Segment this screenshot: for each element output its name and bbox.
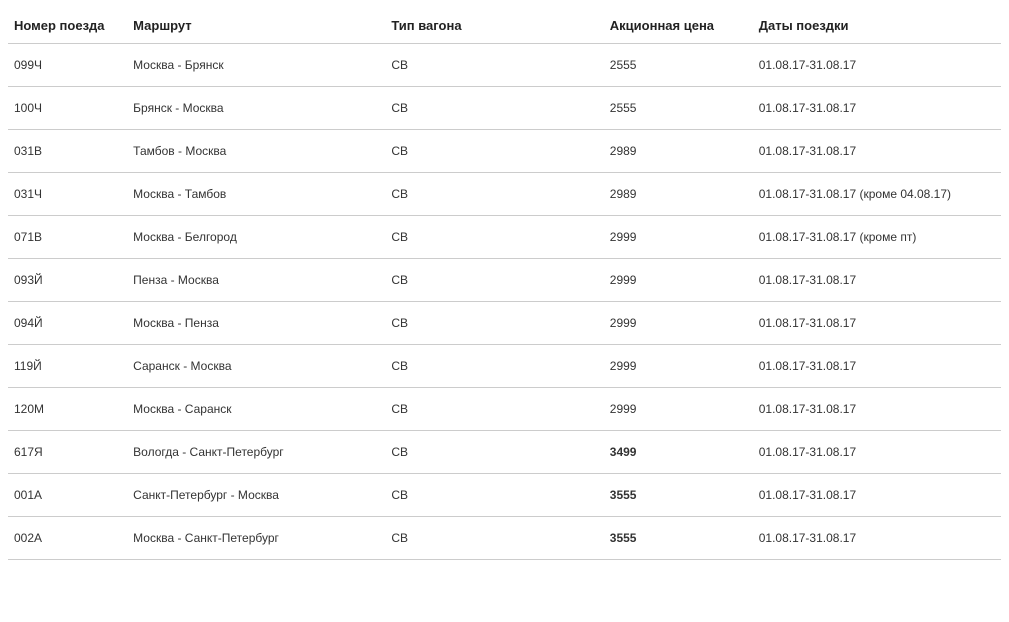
table-row: 071ВМосква - БелгородСВ299901.08.17-31.0… xyxy=(8,216,1001,259)
cell-price: 2555 xyxy=(604,87,753,130)
table-row: 120ММосква - СаранскСВ299901.08.17-31.08… xyxy=(8,388,1001,431)
cell-route: Брянск - Москва xyxy=(127,87,385,130)
cell-route: Пенза - Москва xyxy=(127,259,385,302)
table-row: 031ЧМосква - ТамбовСВ298901.08.17-31.08.… xyxy=(8,173,1001,216)
cell-price: 2999 xyxy=(604,388,753,431)
cell-travel-dates: 01.08.17-31.08.17 xyxy=(753,517,1001,560)
cell-route: Москва - Белгород xyxy=(127,216,385,259)
cell-price: 2999 xyxy=(604,345,753,388)
cell-route: Саранск - Москва xyxy=(127,345,385,388)
cell-route: Москва - Саранск xyxy=(127,388,385,431)
cell-price: 2999 xyxy=(604,259,753,302)
cell-route: Тамбов - Москва xyxy=(127,130,385,173)
cell-travel-dates: 01.08.17-31.08.17 xyxy=(753,44,1001,87)
cell-travel-dates: 01.08.17-31.08.17 (кроме пт) xyxy=(753,216,1001,259)
cell-travel-dates: 01.08.17-31.08.17 xyxy=(753,259,1001,302)
cell-travel-dates: 01.08.17-31.08.17 xyxy=(753,130,1001,173)
cell-train-number: 120М xyxy=(8,388,127,431)
cell-wagon-type: СВ xyxy=(385,87,603,130)
table-row: 093ЙПенза - МоскваСВ299901.08.17-31.08.1… xyxy=(8,259,1001,302)
cell-travel-dates: 01.08.17-31.08.17 xyxy=(753,345,1001,388)
cell-price: 2989 xyxy=(604,130,753,173)
cell-train-number: 031В xyxy=(8,130,127,173)
cell-wagon-type: СВ xyxy=(385,431,603,474)
table-row: 001АСанкт-Петербург - МоскваСВ355501.08.… xyxy=(8,474,1001,517)
cell-route: Санкт-Петербург - Москва xyxy=(127,474,385,517)
cell-wagon-type: СВ xyxy=(385,302,603,345)
cell-price: 2555 xyxy=(604,44,753,87)
col-header-dates: Даты поездки xyxy=(753,10,1001,44)
cell-train-number: 001А xyxy=(8,474,127,517)
cell-wagon-type: СВ xyxy=(385,388,603,431)
cell-train-number: 099Ч xyxy=(8,44,127,87)
cell-route: Москва - Тамбов xyxy=(127,173,385,216)
table-body: 099ЧМосква - БрянскСВ255501.08.17-31.08.… xyxy=(8,44,1001,560)
cell-train-number: 100Ч xyxy=(8,87,127,130)
cell-wagon-type: СВ xyxy=(385,345,603,388)
cell-travel-dates: 01.08.17-31.08.17 xyxy=(753,431,1001,474)
table-row: 099ЧМосква - БрянскСВ255501.08.17-31.08.… xyxy=(8,44,1001,87)
cell-price: 2999 xyxy=(604,302,753,345)
cell-price: 2999 xyxy=(604,216,753,259)
cell-train-number: 071В xyxy=(8,216,127,259)
cell-train-number: 617Я xyxy=(8,431,127,474)
cell-travel-dates: 01.08.17-31.08.17 xyxy=(753,87,1001,130)
table-row: 100ЧБрянск - МоскваСВ255501.08.17-31.08.… xyxy=(8,87,1001,130)
table-row: 119ЙСаранск - МоскваСВ299901.08.17-31.08… xyxy=(8,345,1001,388)
cell-wagon-type: СВ xyxy=(385,474,603,517)
col-header-wagon: Тип вагона xyxy=(385,10,603,44)
cell-wagon-type: СВ xyxy=(385,216,603,259)
cell-wagon-type: СВ xyxy=(385,173,603,216)
cell-route: Москва - Санкт-Петербург xyxy=(127,517,385,560)
table-header-row: Номер поезда Маршрут Тип вагона Акционна… xyxy=(8,10,1001,44)
cell-price: 3499 xyxy=(604,431,753,474)
cell-wagon-type: СВ xyxy=(385,130,603,173)
cell-route: Москва - Брянск xyxy=(127,44,385,87)
cell-price: 2989 xyxy=(604,173,753,216)
cell-wagon-type: СВ xyxy=(385,259,603,302)
cell-travel-dates: 01.08.17-31.08.17 xyxy=(753,302,1001,345)
cell-travel-dates: 01.08.17-31.08.17 xyxy=(753,474,1001,517)
table-row: 094ЙМосква - ПензаСВ299901.08.17-31.08.1… xyxy=(8,302,1001,345)
table-row: 002АМосква - Санкт-ПетербургСВ355501.08.… xyxy=(8,517,1001,560)
cell-route: Москва - Пенза xyxy=(127,302,385,345)
cell-travel-dates: 01.08.17-31.08.17 (кроме 04.08.17) xyxy=(753,173,1001,216)
cell-price: 3555 xyxy=(604,517,753,560)
cell-price: 3555 xyxy=(604,474,753,517)
cell-train-number: 031Ч xyxy=(8,173,127,216)
col-header-number: Номер поезда xyxy=(8,10,127,44)
cell-travel-dates: 01.08.17-31.08.17 xyxy=(753,388,1001,431)
col-header-price: Акционная цена xyxy=(604,10,753,44)
cell-train-number: 093Й xyxy=(8,259,127,302)
cell-wagon-type: СВ xyxy=(385,44,603,87)
cell-wagon-type: СВ xyxy=(385,517,603,560)
cell-train-number: 094Й xyxy=(8,302,127,345)
table-row: 617ЯВологда - Санкт-ПетербургСВ349901.08… xyxy=(8,431,1001,474)
table-row: 031ВТамбов - МоскваСВ298901.08.17-31.08.… xyxy=(8,130,1001,173)
cell-train-number: 002А xyxy=(8,517,127,560)
col-header-route: Маршрут xyxy=(127,10,385,44)
cell-route: Вологда - Санкт-Петербург xyxy=(127,431,385,474)
cell-train-number: 119Й xyxy=(8,345,127,388)
train-prices-table: Номер поезда Маршрут Тип вагона Акционна… xyxy=(8,10,1001,560)
